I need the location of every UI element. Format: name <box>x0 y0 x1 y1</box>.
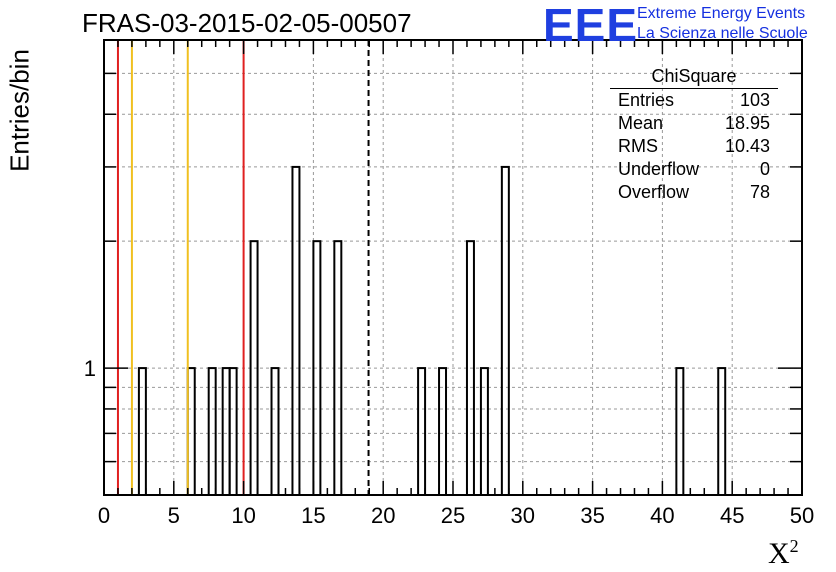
y-tick-label: 1 <box>84 356 96 381</box>
stats-box: ChiSquare Entries 103 Mean 18.95 RMS 10.43 … <box>610 66 778 204</box>
x-tick-label: 35 <box>580 503 604 528</box>
logo-line-2: La Scienza nelle Scuole <box>637 25 808 42</box>
x-tick-label: 40 <box>650 503 674 528</box>
chart-title: FRAS-03-2015-02-05-00507 <box>82 8 412 38</box>
eee-logo: EEE <box>543 0 639 51</box>
x-tick-label: 10 <box>231 503 255 528</box>
histogram-bar <box>291 165 301 496</box>
stats-row: Overflow 78 <box>610 181 778 204</box>
stats-label: Underflow <box>618 159 700 179</box>
stats-row: Underflow 0 <box>610 158 778 181</box>
axis-ticks <box>103 40 803 495</box>
stats-row: RMS 10.43 <box>610 135 778 158</box>
x-tick-label: 15 <box>301 503 325 528</box>
x-tick-label: 30 <box>511 503 535 528</box>
x-axis-label: X2 <box>768 536 799 571</box>
stats-name: ChiSquare <box>610 66 778 89</box>
grid <box>104 40 802 495</box>
x-tick-label: 25 <box>441 503 465 528</box>
histogram-bar <box>500 165 510 496</box>
stats-value: 10.43 <box>724 136 770 156</box>
stats-label: Mean <box>618 113 664 133</box>
x-tick-label: 0 <box>98 503 110 528</box>
stats-value: 78 <box>749 182 770 202</box>
stats-label: Overflow <box>618 182 690 202</box>
stats-value: 0 <box>759 159 770 179</box>
stats-value: 103 <box>739 90 770 110</box>
logo-line-1: Extreme Energy Events <box>637 5 806 22</box>
histogram-bars <box>137 165 727 496</box>
stats-value: 18.95 <box>724 113 770 133</box>
x-axis-label-text: X <box>768 537 790 570</box>
stats-label: Entries <box>618 90 675 110</box>
logo-caption: Extreme Energy Events La Scienza nelle S… <box>637 4 808 44</box>
x-tick-label: 45 <box>720 503 744 528</box>
stats-label: RMS <box>618 136 658 156</box>
x-tick-label: 50 <box>790 503 814 528</box>
x-tick-label: 5 <box>168 503 180 528</box>
x-axis-label-sup: 2 <box>789 536 799 556</box>
stats-row: Mean 18.95 <box>610 112 778 135</box>
y-axis-label: Entries/bin <box>4 49 35 172</box>
x-tick-label: 20 <box>371 503 395 528</box>
stats-row: Entries 103 <box>610 89 778 112</box>
tick-labels: 10 5 10 15 20 25 30 35 40 45 50 <box>84 356 814 528</box>
reference-lines <box>116 40 370 495</box>
